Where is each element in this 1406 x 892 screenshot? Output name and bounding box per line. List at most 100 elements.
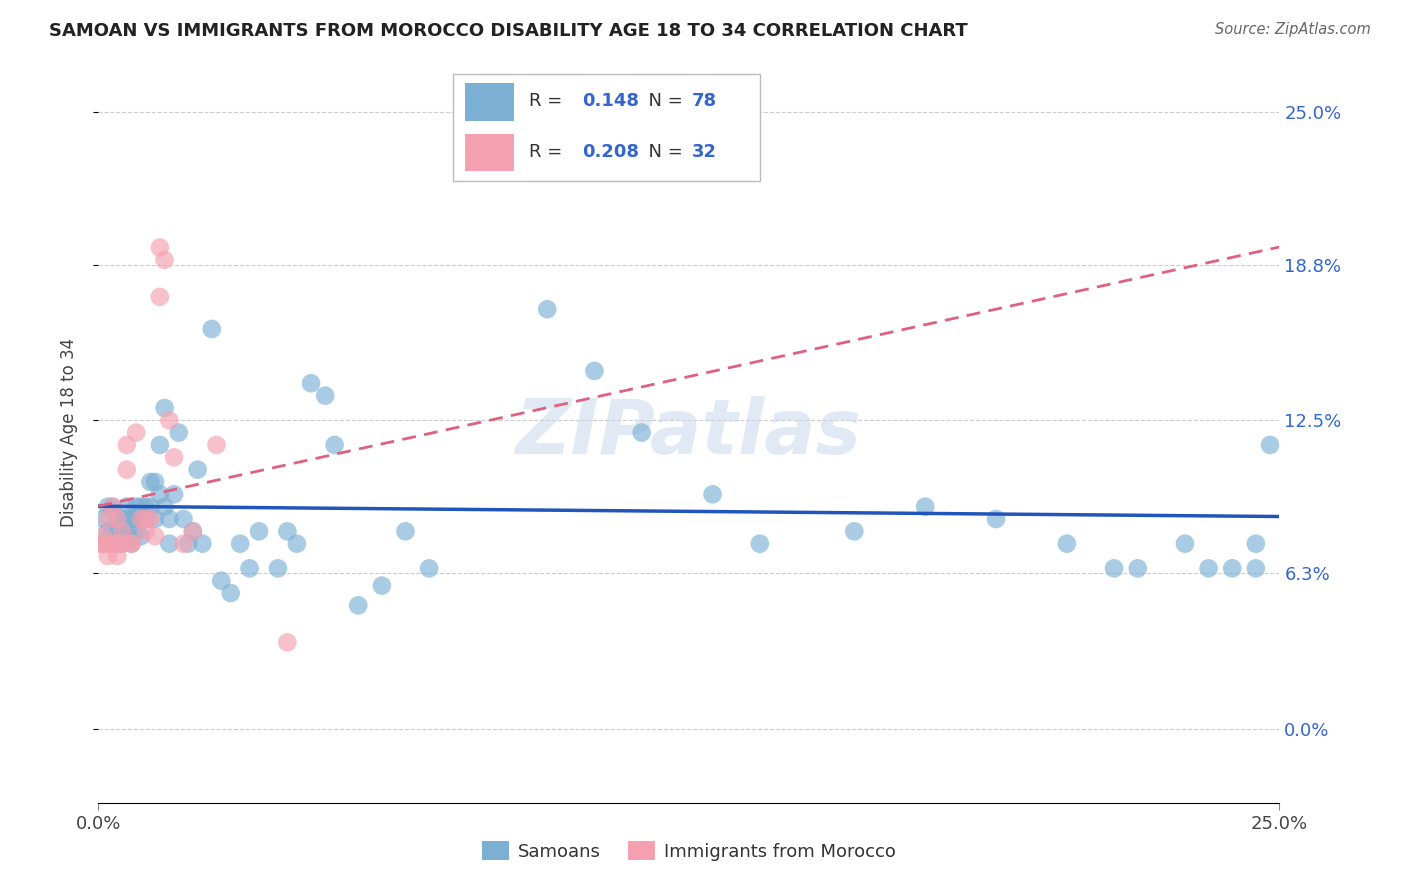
Point bbox=[129, 500, 152, 514]
Point bbox=[111, 512, 134, 526]
Point bbox=[1056, 536, 1078, 550]
Point bbox=[105, 536, 128, 550]
Point bbox=[125, 500, 148, 514]
Point bbox=[299, 376, 322, 391]
Point bbox=[129, 512, 152, 526]
Point bbox=[181, 524, 204, 539]
Point bbox=[181, 524, 204, 539]
Point bbox=[111, 536, 134, 550]
Point bbox=[125, 512, 148, 526]
Point bbox=[1244, 536, 1267, 550]
Point bbox=[914, 500, 936, 514]
Point bbox=[149, 290, 172, 304]
Text: SAMOAN VS IMMIGRANTS FROM MOROCCO DISABILITY AGE 18 TO 34 CORRELATION CHART: SAMOAN VS IMMIGRANTS FROM MOROCCO DISABI… bbox=[49, 22, 967, 40]
Point bbox=[143, 512, 166, 526]
Point bbox=[129, 512, 152, 526]
Point bbox=[121, 536, 143, 550]
Point bbox=[205, 438, 228, 452]
Point bbox=[97, 524, 120, 539]
Point bbox=[115, 500, 138, 514]
Point bbox=[111, 536, 134, 550]
Point bbox=[105, 524, 128, 539]
Point bbox=[143, 529, 166, 543]
Point bbox=[115, 512, 138, 526]
Point bbox=[167, 425, 190, 440]
Point bbox=[125, 524, 148, 539]
Text: ZIPatlas: ZIPatlas bbox=[516, 396, 862, 469]
Point bbox=[135, 524, 157, 539]
Point bbox=[394, 524, 416, 539]
Point bbox=[115, 462, 138, 476]
Point bbox=[139, 475, 162, 489]
Point bbox=[201, 322, 224, 336]
Point bbox=[91, 529, 114, 543]
Y-axis label: Disability Age 18 to 34: Disability Age 18 to 34 bbox=[59, 338, 77, 527]
Point bbox=[177, 536, 200, 550]
Point bbox=[101, 500, 124, 514]
Point bbox=[153, 500, 176, 514]
Point bbox=[115, 438, 138, 452]
Point bbox=[97, 549, 120, 563]
Point bbox=[101, 500, 124, 514]
Point bbox=[187, 462, 209, 476]
Point bbox=[157, 536, 180, 550]
Point bbox=[267, 561, 290, 575]
Point bbox=[536, 302, 558, 317]
Text: Source: ZipAtlas.com: Source: ZipAtlas.com bbox=[1215, 22, 1371, 37]
Point bbox=[276, 635, 298, 649]
Point bbox=[153, 252, 176, 267]
Point bbox=[125, 425, 148, 440]
Point bbox=[347, 599, 370, 613]
Point bbox=[91, 536, 114, 550]
Point bbox=[97, 536, 120, 550]
Point bbox=[149, 240, 172, 255]
Point bbox=[191, 536, 214, 550]
Point bbox=[101, 536, 124, 550]
Point bbox=[139, 500, 162, 514]
Point bbox=[323, 438, 346, 452]
Point bbox=[115, 529, 138, 543]
Point bbox=[97, 500, 120, 514]
Point bbox=[418, 561, 440, 575]
Point bbox=[247, 524, 270, 539]
Legend: Samoans, Immigrants from Morocco: Samoans, Immigrants from Morocco bbox=[475, 833, 903, 868]
Point bbox=[314, 389, 336, 403]
Point bbox=[229, 536, 252, 550]
Point bbox=[149, 487, 172, 501]
Point bbox=[91, 512, 114, 526]
Point bbox=[209, 574, 232, 588]
Point bbox=[111, 524, 134, 539]
Point bbox=[129, 529, 152, 543]
Point bbox=[97, 512, 120, 526]
Point bbox=[1220, 561, 1243, 575]
Point bbox=[149, 438, 172, 452]
Point bbox=[121, 536, 143, 550]
Point bbox=[105, 512, 128, 526]
Point bbox=[157, 512, 180, 526]
Point bbox=[172, 512, 194, 526]
Point bbox=[239, 561, 262, 575]
Point bbox=[1174, 536, 1197, 550]
Point bbox=[172, 536, 194, 550]
Point bbox=[91, 536, 114, 550]
Point bbox=[153, 401, 176, 415]
Point bbox=[219, 586, 242, 600]
Point bbox=[101, 536, 124, 550]
Point bbox=[135, 500, 157, 514]
Point bbox=[121, 536, 143, 550]
Point bbox=[844, 524, 866, 539]
Point bbox=[285, 536, 308, 550]
Point bbox=[748, 536, 770, 550]
Point bbox=[512, 117, 534, 131]
Point bbox=[1126, 561, 1149, 575]
Point bbox=[121, 512, 143, 526]
Point bbox=[135, 512, 157, 526]
Point bbox=[702, 487, 724, 501]
Point bbox=[1258, 438, 1281, 452]
Point bbox=[87, 536, 110, 550]
Point bbox=[111, 524, 134, 539]
Point bbox=[157, 413, 180, 427]
Point bbox=[139, 512, 162, 526]
Point bbox=[984, 512, 1007, 526]
Point bbox=[371, 579, 394, 593]
